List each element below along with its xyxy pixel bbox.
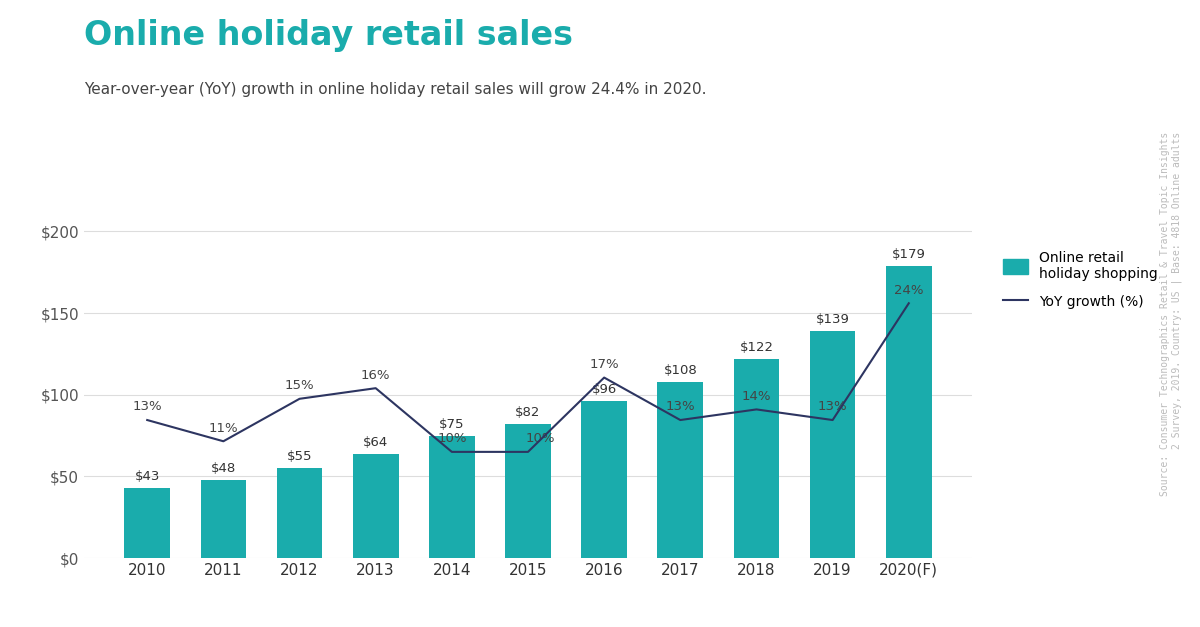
Text: $55: $55 [287,450,312,463]
Text: 17%: 17% [589,358,619,371]
Bar [353,453,398,558]
Text: $48: $48 [211,461,236,475]
Text: 15%: 15% [284,379,314,393]
Bar [277,468,323,558]
Text: 13%: 13% [132,401,162,413]
Text: 10%: 10% [526,433,554,445]
Text: $64: $64 [364,436,389,448]
Text: $82: $82 [515,406,541,419]
Text: 11%: 11% [209,422,238,435]
Bar [810,331,856,558]
Bar [125,488,170,558]
Bar [200,480,246,558]
Bar [886,266,931,558]
Text: Year-over-year (YoY) growth in online holiday retail sales will grow 24.4% in 20: Year-over-year (YoY) growth in online ho… [84,82,707,97]
Text: Online holiday retail sales: Online holiday retail sales [84,19,574,52]
Text: 13%: 13% [666,401,695,413]
Bar [428,436,475,558]
Legend: Online retail
holiday shopping, YoY growth (%): Online retail holiday shopping, YoY grow… [997,245,1163,314]
Bar [658,382,703,558]
Text: $43: $43 [134,470,160,483]
Text: $179: $179 [892,248,925,261]
Bar [733,359,779,558]
Text: $75: $75 [439,418,464,431]
Text: 10%: 10% [437,433,467,445]
Text: 24%: 24% [894,284,924,297]
Bar [505,424,551,558]
Text: $96: $96 [592,383,617,396]
Text: $139: $139 [816,313,850,326]
Text: 16%: 16% [361,369,390,382]
Text: $108: $108 [664,364,697,377]
Text: $122: $122 [739,341,774,354]
Bar [581,401,628,558]
Text: Source: Consumer Technographics Retail & Travel Topic Insights
2 Survey, 2019. C: Source: Consumer Technographics Retail &… [1160,132,1182,495]
Text: 14%: 14% [742,390,772,403]
Text: 13%: 13% [818,401,847,413]
